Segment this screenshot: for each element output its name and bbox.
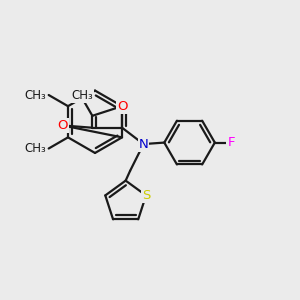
Text: F: F xyxy=(227,136,235,149)
Text: CH₃: CH₃ xyxy=(24,88,46,101)
Text: CH₃: CH₃ xyxy=(24,142,46,155)
Text: N: N xyxy=(139,138,148,151)
Text: CH₃: CH₃ xyxy=(71,89,93,102)
Text: S: S xyxy=(142,189,150,202)
Text: O: O xyxy=(117,100,127,113)
Text: O: O xyxy=(57,119,68,132)
